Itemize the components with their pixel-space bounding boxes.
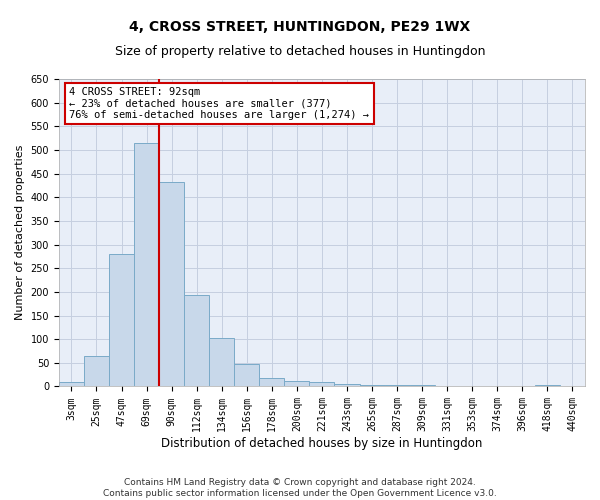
Bar — [359, 384, 385, 386]
Text: Contains HM Land Registry data © Crown copyright and database right 2024.
Contai: Contains HM Land Registry data © Crown c… — [103, 478, 497, 498]
Bar — [184, 295, 209, 386]
Bar — [159, 182, 184, 386]
Bar — [310, 382, 334, 386]
Text: 4 CROSS STREET: 92sqm
← 23% of detached houses are smaller (377)
76% of semi-det: 4 CROSS STREET: 92sqm ← 23% of detached … — [70, 86, 370, 120]
Bar — [334, 384, 359, 386]
Bar — [134, 143, 159, 386]
Bar — [535, 384, 560, 386]
Bar — [59, 382, 84, 386]
Bar — [209, 338, 234, 386]
Bar — [284, 381, 310, 386]
Bar — [259, 378, 284, 386]
X-axis label: Distribution of detached houses by size in Huntingdon: Distribution of detached houses by size … — [161, 437, 482, 450]
Bar — [410, 384, 434, 386]
Bar — [84, 356, 109, 386]
Bar — [109, 254, 134, 386]
Text: Size of property relative to detached houses in Huntingdon: Size of property relative to detached ho… — [115, 45, 485, 58]
Bar — [385, 384, 410, 386]
Text: 4, CROSS STREET, HUNTINGDON, PE29 1WX: 4, CROSS STREET, HUNTINGDON, PE29 1WX — [130, 20, 470, 34]
Bar — [234, 364, 259, 386]
Y-axis label: Number of detached properties: Number of detached properties — [15, 145, 25, 320]
